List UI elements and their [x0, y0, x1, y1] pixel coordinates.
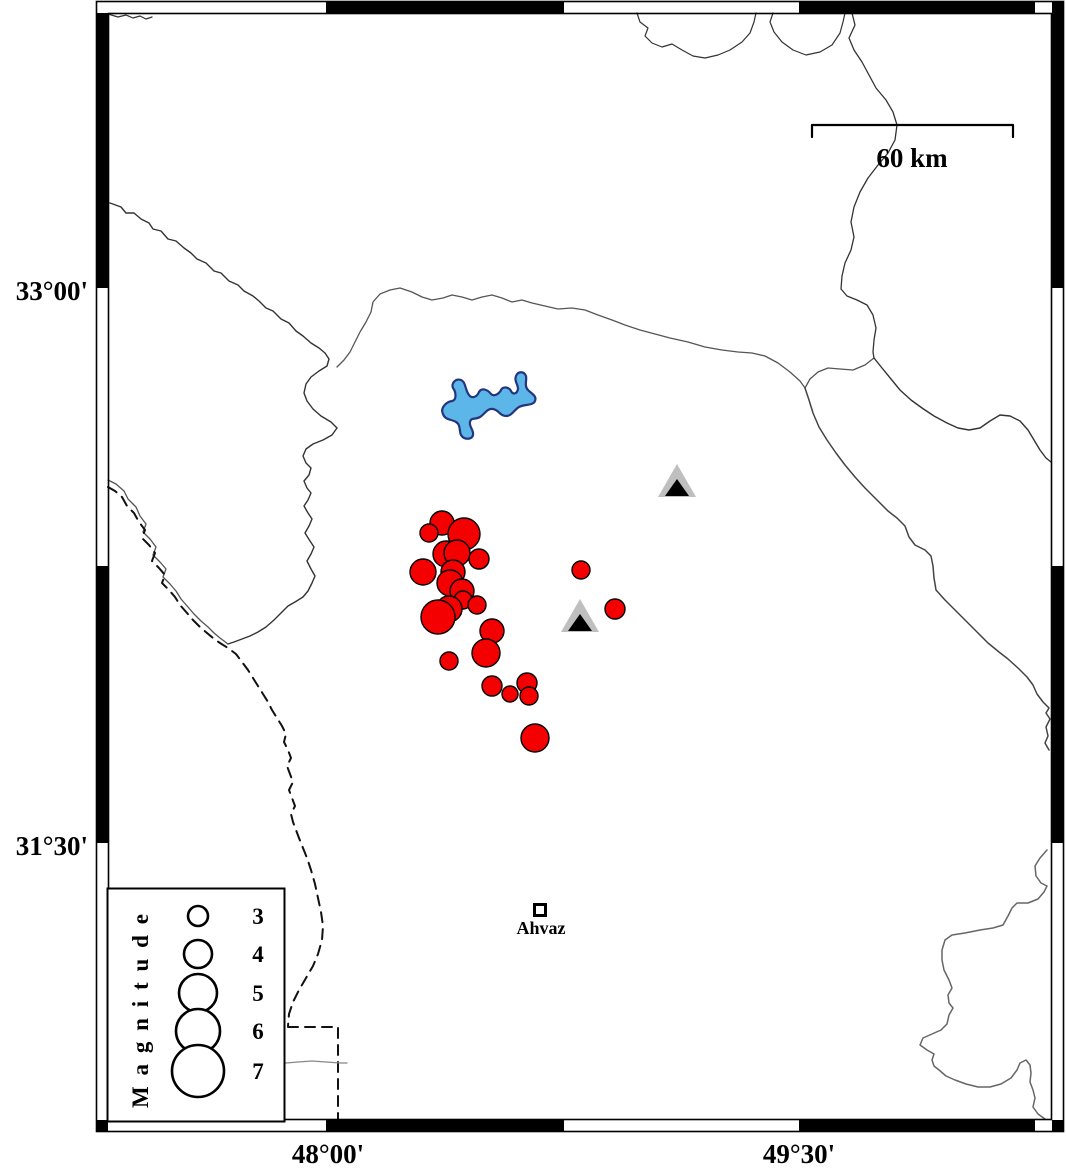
border-line [636, 12, 757, 59]
earthquake-marker [419, 523, 439, 543]
lat-tick-label: 33°00' [16, 276, 88, 306]
seismic-station-core-icon [665, 479, 689, 496]
legend-magnitude-circle [177, 972, 219, 1014]
river-line [107, 479, 229, 645]
earthquake-marker [520, 723, 550, 753]
earthquake-marker [439, 651, 459, 671]
city-label: Ahvaz [517, 918, 566, 938]
river-line [107, 13, 153, 20]
earthquakes-layer [409, 510, 626, 753]
dashed-boundary-line [287, 1026, 339, 1121]
city-square-marker [533, 903, 547, 917]
frame-segment [1052, 13, 1064, 288]
earthquake-marker [604, 598, 626, 620]
border-line [804, 357, 875, 389]
frame-corner [1052, 1, 1064, 13]
legend-magnitude-value: 6 [252, 1019, 264, 1044]
earthquake-marker [420, 599, 456, 635]
earthquake-marker [471, 638, 501, 668]
border-line [769, 12, 846, 56]
seismic-station-core-icon [568, 614, 592, 631]
frame-segment [326, 1120, 564, 1132]
axis-labels: 33°00' 31°30' 48°00' 49°30' [16, 276, 835, 1169]
frame-segment [96, 13, 108, 288]
scale-bar-label: 60 km [876, 143, 948, 173]
border-line [804, 387, 1051, 751]
border-line [919, 849, 1048, 1120]
legend-magnitude-circle [182, 938, 214, 970]
city-ahvaz: Ahvaz [517, 903, 566, 938]
dashed-boundary-line [107, 486, 324, 1027]
legend-magnitude-circle [170, 1043, 226, 1099]
frame-segment [1052, 566, 1064, 843]
frame-corner [96, 1120, 108, 1132]
legend-entries: 3 4 5 6 7 [170, 904, 264, 1099]
earthquake-marker [571, 560, 591, 580]
frame-inner-rect [107, 12, 1053, 1121]
lake-shape [441, 371, 537, 440]
province-border-line [109, 202, 338, 645]
legend-magnitude-circle [186, 904, 210, 928]
border-lines [107, 12, 1052, 1121]
legend-magnitude-value: 7 [252, 1059, 264, 1084]
frame-corner [1052, 1120, 1064, 1132]
lon-tick-label: 48°00' [292, 1139, 364, 1169]
lon-tick-label: 49°30' [763, 1139, 835, 1169]
frame-segment [799, 1120, 1035, 1132]
river-line [336, 287, 806, 389]
border-line [840, 12, 898, 359]
map-frame [95, 0, 1065, 1133]
legend-box: Magnitude 3 4 5 6 7 [106, 887, 286, 1123]
stations-layer [561, 464, 696, 632]
earthquake-marker [467, 595, 487, 615]
frame-segment [326, 1, 564, 13]
earthquake-marker [481, 675, 503, 697]
lat-tick-label: 31°30' [16, 831, 88, 861]
scale-bar-line [810, 123, 1015, 139]
earthquake-marker [519, 686, 539, 706]
legend-title: Magnitude [128, 908, 153, 1108]
scale-bar: 60 km [810, 123, 1015, 173]
earthquake-marker [501, 685, 519, 703]
legend-magnitude-value: 3 [252, 904, 264, 929]
frame-segment [96, 566, 108, 843]
earthquake-marker [468, 548, 490, 570]
earthquake-marker [409, 558, 437, 586]
legend-magnitude-value: 4 [252, 942, 264, 967]
river-line [285, 1060, 348, 1064]
legend-magnitude-value: 5 [252, 981, 264, 1006]
border-line [873, 357, 1052, 463]
frame-segment [799, 1, 1035, 13]
